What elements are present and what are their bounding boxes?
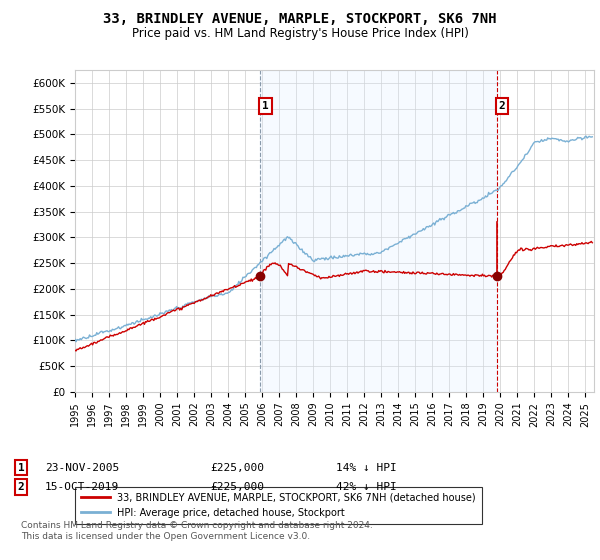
Text: 1: 1 [262, 101, 269, 111]
Text: 2: 2 [17, 482, 25, 492]
Text: 42% ↓ HPI: 42% ↓ HPI [336, 482, 397, 492]
Bar [260, 70, 497, 392]
Text: Price paid vs. HM Land Registry's House Price Index (HPI): Price paid vs. HM Land Registry's House … [131, 27, 469, 40]
Text: 23-NOV-2005: 23-NOV-2005 [45, 463, 119, 473]
Legend: 33, BRINDLEY AVENUE, MARPLE, STOCKPORT, SK6 7NH (detached house), HPI: Average p: 33, BRINDLEY AVENUE, MARPLE, STOCKPORT, … [74, 487, 482, 524]
Text: 33, BRINDLEY AVENUE, MARPLE, STOCKPORT, SK6 7NH: 33, BRINDLEY AVENUE, MARPLE, STOCKPORT, … [103, 12, 497, 26]
Text: £225,000: £225,000 [210, 463, 264, 473]
Text: 14% ↓ HPI: 14% ↓ HPI [336, 463, 397, 473]
Text: This data is licensed under the Open Government Licence v3.0.: This data is licensed under the Open Gov… [21, 532, 310, 541]
Text: 2: 2 [499, 101, 505, 111]
Text: £225,000: £225,000 [210, 482, 264, 492]
Text: 15-OCT-2019: 15-OCT-2019 [45, 482, 119, 492]
Text: Contains HM Land Registry data © Crown copyright and database right 2024.: Contains HM Land Registry data © Crown c… [21, 521, 373, 530]
Text: 1: 1 [17, 463, 25, 473]
